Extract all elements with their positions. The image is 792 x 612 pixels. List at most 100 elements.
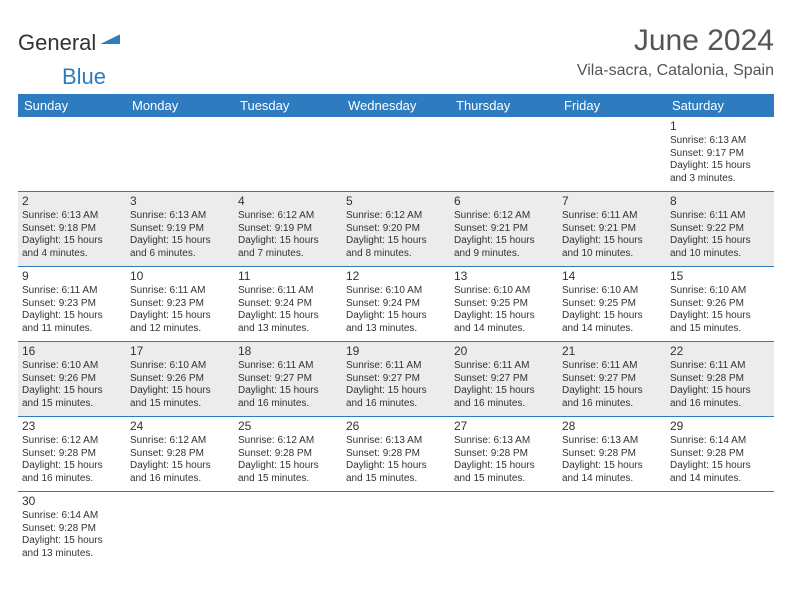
day-number: 30: [22, 494, 122, 509]
daylight-text: and 4 minutes.: [22, 248, 122, 261]
sunrise-text: Sunrise: 6:12 AM: [238, 435, 338, 448]
day-number: 8: [670, 194, 770, 209]
sunset-text: Sunset: 9:23 PM: [130, 298, 230, 311]
day-number: 15: [670, 269, 770, 284]
daylight-text: and 10 minutes.: [670, 248, 770, 261]
day-number: 2: [22, 194, 122, 209]
daylight-text: and 7 minutes.: [238, 248, 338, 261]
day-number: 28: [562, 419, 662, 434]
daylight-text: Daylight: 15 hours: [238, 460, 338, 473]
sunset-text: Sunset: 9:28 PM: [22, 523, 122, 536]
day-number: 16: [22, 344, 122, 359]
daylight-text: Daylight: 15 hours: [22, 460, 122, 473]
day-header: Monday: [126, 94, 234, 117]
sunset-text: Sunset: 9:28 PM: [22, 448, 122, 461]
sunset-text: Sunset: 9:17 PM: [670, 148, 770, 161]
daylight-text: Daylight: 15 hours: [346, 460, 446, 473]
calendar-empty: [126, 117, 234, 192]
sunrise-text: Sunrise: 6:12 AM: [130, 435, 230, 448]
daylight-text: and 10 minutes.: [562, 248, 662, 261]
calendar-body: 1Sunrise: 6:13 AMSunset: 9:17 PMDaylight…: [18, 117, 774, 566]
day-header: Friday: [558, 94, 666, 117]
calendar-day: 1Sunrise: 6:13 AMSunset: 9:17 PMDaylight…: [666, 117, 774, 192]
calendar-empty: [342, 117, 450, 192]
calendar-week: 23Sunrise: 6:12 AMSunset: 9:28 PMDayligh…: [18, 417, 774, 492]
sunset-text: Sunset: 9:28 PM: [670, 448, 770, 461]
sunrise-text: Sunrise: 6:13 AM: [130, 210, 230, 223]
sunset-text: Sunset: 9:24 PM: [346, 298, 446, 311]
calendar-day: 18Sunrise: 6:11 AMSunset: 9:27 PMDayligh…: [234, 342, 342, 417]
day-number: 10: [130, 269, 230, 284]
calendar-day: 30Sunrise: 6:14 AMSunset: 9:28 PMDayligh…: [18, 492, 126, 567]
calendar-week: 1Sunrise: 6:13 AMSunset: 9:17 PMDaylight…: [18, 117, 774, 192]
daylight-text: and 11 minutes.: [22, 323, 122, 336]
calendar-day: 17Sunrise: 6:10 AMSunset: 9:26 PMDayligh…: [126, 342, 234, 417]
daylight-text: and 16 minutes.: [22, 473, 122, 486]
daylight-text: and 16 minutes.: [562, 398, 662, 411]
day-number: 3: [130, 194, 230, 209]
daylight-text: and 14 minutes.: [562, 323, 662, 336]
daylight-text: and 3 minutes.: [670, 173, 770, 186]
sunrise-text: Sunrise: 6:13 AM: [670, 135, 770, 148]
daylight-text: and 16 minutes.: [454, 398, 554, 411]
daylight-text: Daylight: 15 hours: [562, 235, 662, 248]
sunrise-text: Sunrise: 6:12 AM: [346, 210, 446, 223]
daylight-text: and 8 minutes.: [346, 248, 446, 261]
daylight-text: and 15 minutes.: [22, 398, 122, 411]
sunset-text: Sunset: 9:28 PM: [670, 373, 770, 386]
logo-text-part2-wrap: Blue: [62, 64, 792, 90]
daylight-text: and 16 minutes.: [238, 398, 338, 411]
daylight-text: and 14 minutes.: [670, 473, 770, 486]
calendar-empty: [18, 117, 126, 192]
day-header: Saturday: [666, 94, 774, 117]
calendar-empty: [234, 492, 342, 567]
day-number: 1: [670, 119, 770, 134]
sunset-text: Sunset: 9:25 PM: [454, 298, 554, 311]
daylight-text: Daylight: 15 hours: [670, 235, 770, 248]
day-number: 20: [454, 344, 554, 359]
sunrise-text: Sunrise: 6:13 AM: [454, 435, 554, 448]
day-number: 13: [454, 269, 554, 284]
day-number: 21: [562, 344, 662, 359]
calendar-day: 21Sunrise: 6:11 AMSunset: 9:27 PMDayligh…: [558, 342, 666, 417]
daylight-text: Daylight: 15 hours: [130, 460, 230, 473]
daylight-text: Daylight: 15 hours: [130, 235, 230, 248]
day-number: 9: [22, 269, 122, 284]
sunrise-text: Sunrise: 6:11 AM: [562, 360, 662, 373]
calendar-empty: [558, 117, 666, 192]
daylight-text: and 6 minutes.: [130, 248, 230, 261]
calendar-week: 30Sunrise: 6:14 AMSunset: 9:28 PMDayligh…: [18, 492, 774, 567]
sunrise-text: Sunrise: 6:14 AM: [670, 435, 770, 448]
day-number: 27: [454, 419, 554, 434]
daylight-text: and 16 minutes.: [346, 398, 446, 411]
sunrise-text: Sunrise: 6:10 AM: [670, 285, 770, 298]
sunrise-text: Sunrise: 6:12 AM: [454, 210, 554, 223]
daylight-text: Daylight: 15 hours: [130, 310, 230, 323]
day-number: 24: [130, 419, 230, 434]
daylight-text: and 12 minutes.: [130, 323, 230, 336]
day-header: Thursday: [450, 94, 558, 117]
calendar-day: 4Sunrise: 6:12 AMSunset: 9:19 PMDaylight…: [234, 192, 342, 267]
sunset-text: Sunset: 9:24 PM: [238, 298, 338, 311]
day-number: 7: [562, 194, 662, 209]
month-title: June 2024: [577, 24, 774, 58]
calendar-empty: [558, 492, 666, 567]
daylight-text: and 15 minutes.: [670, 323, 770, 336]
daylight-text: Daylight: 15 hours: [22, 385, 122, 398]
sunrise-text: Sunrise: 6:13 AM: [22, 210, 122, 223]
day-number: 4: [238, 194, 338, 209]
daylight-text: Daylight: 15 hours: [238, 310, 338, 323]
calendar-day: 24Sunrise: 6:12 AMSunset: 9:28 PMDayligh…: [126, 417, 234, 492]
sunset-text: Sunset: 9:22 PM: [670, 223, 770, 236]
calendar-day: 2Sunrise: 6:13 AMSunset: 9:18 PMDaylight…: [18, 192, 126, 267]
sunrise-text: Sunrise: 6:13 AM: [346, 435, 446, 448]
daylight-text: and 9 minutes.: [454, 248, 554, 261]
daylight-text: and 16 minutes.: [670, 398, 770, 411]
daylight-text: Daylight: 15 hours: [346, 310, 446, 323]
sunset-text: Sunset: 9:19 PM: [238, 223, 338, 236]
calendar-day: 15Sunrise: 6:10 AMSunset: 9:26 PMDayligh…: [666, 267, 774, 342]
daylight-text: and 16 minutes.: [130, 473, 230, 486]
daylight-text: Daylight: 15 hours: [454, 385, 554, 398]
calendar-day: 6Sunrise: 6:12 AMSunset: 9:21 PMDaylight…: [450, 192, 558, 267]
sunset-text: Sunset: 9:18 PM: [22, 223, 122, 236]
